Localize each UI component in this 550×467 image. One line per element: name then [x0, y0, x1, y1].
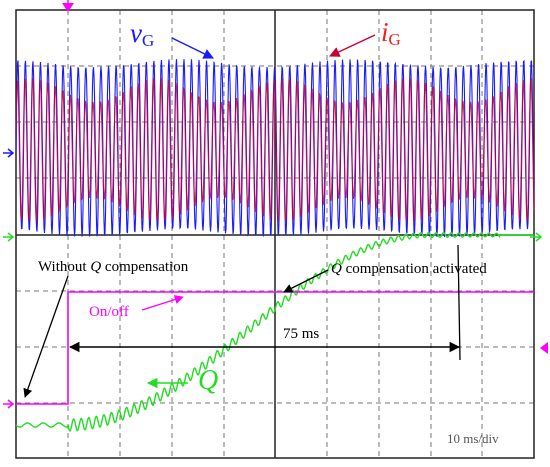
- vg-waveform: [15, 59, 535, 238]
- on-off-arrow: [141, 295, 184, 311]
- duration-label: 75 ms: [283, 326, 320, 342]
- timebase-label: 10 ms/div: [447, 431, 499, 446]
- q-compensation-activated-label: Q compensation activated: [331, 261, 487, 277]
- vg-arrow: [171, 37, 214, 59]
- q-trace-label: Q: [198, 365, 219, 396]
- q-activated-arrow: [283, 269, 329, 293]
- vg-label: vG: [130, 18, 155, 50]
- trigger-marker: [62, 3, 74, 12]
- ig-waveform: [15, 77, 535, 222]
- channel-marker-q-right: [530, 232, 543, 242]
- channel-marker-onoff: [3, 399, 15, 409]
- annotation-arrows: [3, 0, 548, 409]
- channel-marker-q: [3, 232, 15, 242]
- channel-marker-vg: [3, 148, 15, 158]
- without-q-arrow: [23, 275, 69, 398]
- without-q-compensation-label: Without Q compensation: [38, 259, 189, 275]
- duration-end-line: [457, 244, 461, 361]
- on-off-waveform: [16, 291, 534, 405]
- q-waveform: [15, 231, 534, 432]
- level-marker-right: [540, 342, 548, 354]
- grid-lines: [16, 10, 534, 458]
- on-off-label: On/off: [89, 304, 129, 320]
- ig-label: iG: [381, 17, 401, 49]
- waveform-traces: [15, 59, 535, 432]
- ig-arrow: [329, 34, 376, 57]
